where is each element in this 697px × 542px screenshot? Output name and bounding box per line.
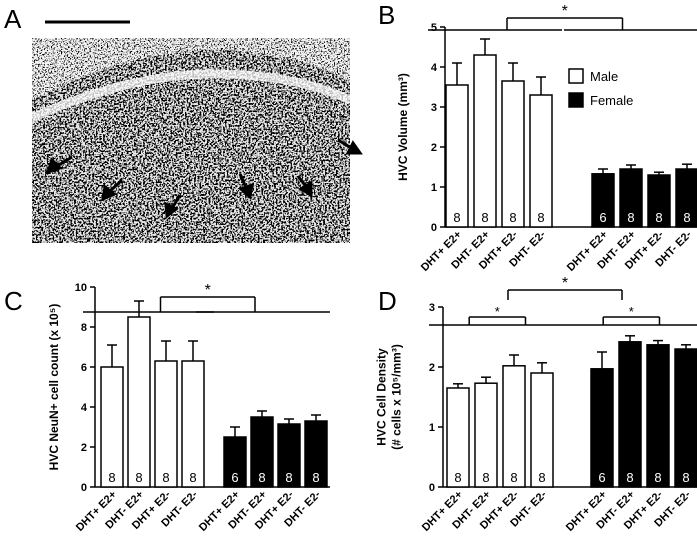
legend-label: Female (590, 93, 633, 108)
bar (647, 174, 671, 228)
n-label: 8 (481, 210, 488, 225)
y-axis-label: HVC Volume (mm³) (396, 73, 410, 181)
bar (127, 316, 151, 488)
n-label: 6 (598, 470, 605, 485)
micrograph (32, 20, 363, 243)
bar (445, 84, 469, 228)
bar (473, 54, 497, 228)
y-tick-label: 10 (75, 282, 87, 294)
n-label: 8 (108, 470, 115, 485)
bar (646, 344, 670, 488)
panel-label: D (378, 286, 397, 316)
y-tick-label: 2 (81, 442, 87, 454)
y-tick-label: 2 (431, 142, 437, 154)
y-tick-label: 1 (429, 422, 435, 434)
significance-label: * (205, 282, 211, 299)
n-label: 8 (454, 470, 461, 485)
n-label: 8 (538, 470, 545, 485)
n-label: 8 (189, 470, 196, 485)
n-label: 8 (285, 470, 292, 485)
y-tick-label: 2 (429, 362, 435, 374)
bar (675, 168, 697, 228)
n-label: 8 (683, 210, 690, 225)
bar (154, 360, 178, 488)
bar (618, 341, 642, 488)
bar (100, 366, 124, 488)
y-tick-label: 6 (81, 362, 87, 374)
panel-label: A (4, 4, 22, 34)
legend-swatch (568, 68, 584, 84)
n-label: 8 (626, 470, 633, 485)
bar (619, 168, 643, 228)
n-label: 8 (509, 210, 516, 225)
n-label: 8 (655, 210, 662, 225)
y-tick-label: 4 (431, 62, 438, 74)
significance-label: * (629, 304, 634, 319)
legend-label: Male (590, 69, 618, 84)
bar (250, 416, 274, 488)
n-label: 8 (654, 470, 661, 485)
bar (529, 94, 553, 228)
y-tick-label: 4 (81, 402, 88, 414)
legend-swatch (568, 92, 584, 108)
n-label: 8 (627, 210, 634, 225)
n-label: 6 (599, 210, 606, 225)
y-tick-label: 8 (81, 322, 87, 334)
bar (530, 372, 554, 488)
y-tick-label: 5 (431, 22, 437, 34)
bar (674, 348, 697, 488)
bar (502, 365, 526, 488)
panel-label: B (378, 0, 395, 30)
n-label: 8 (312, 470, 319, 485)
significance-label: * (562, 275, 568, 292)
n-label: 8 (510, 470, 517, 485)
significance-label: * (562, 3, 568, 20)
y-axis-label: HVC Cell Density (375, 348, 389, 446)
bar (181, 360, 205, 488)
y-tick-label: 1 (431, 182, 437, 194)
bar (277, 423, 301, 488)
y-axis-label: HVC NeuN+ cell count (x 10⁵) (47, 304, 61, 471)
bar (501, 80, 525, 228)
y-tick-label: 0 (81, 482, 87, 494)
y-tick-label: 0 (431, 222, 437, 234)
n-label: 8 (682, 470, 689, 485)
n-label: 8 (482, 470, 489, 485)
n-label: 8 (453, 210, 460, 225)
y-tick-label: 0 (429, 482, 435, 494)
n-label: 8 (537, 210, 544, 225)
n-label: 8 (135, 470, 142, 485)
bar (474, 382, 498, 488)
significance-label: * (495, 304, 500, 319)
bar (590, 368, 614, 488)
y-tick-label: 3 (429, 302, 435, 314)
bar (591, 173, 615, 228)
y-axis-label: (# cells x 10⁵/mm³) (390, 344, 404, 450)
n-label: 8 (258, 470, 265, 485)
y-tick-label: 3 (431, 102, 437, 114)
panel-label: C (4, 286, 23, 316)
bar (304, 420, 328, 488)
bar (223, 436, 247, 488)
n-label: 6 (231, 470, 238, 485)
n-label: 8 (162, 470, 169, 485)
bar (446, 387, 470, 488)
